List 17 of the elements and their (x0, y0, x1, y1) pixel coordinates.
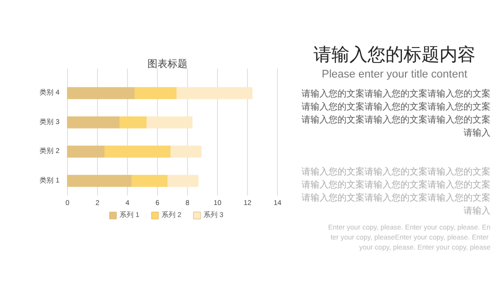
text: Please enter your title content (322, 68, 468, 80)
bar (120, 116, 148, 128)
bar (176, 87, 252, 100)
bar (67, 146, 106, 158)
bar (67, 174, 132, 187)
chart-title: 图表标题 (148, 58, 188, 70)
bar (67, 87, 136, 100)
bar (170, 146, 202, 158)
bar (146, 116, 192, 128)
bar (134, 87, 178, 100)
bar (168, 174, 198, 187)
bar (67, 116, 120, 128)
bar (104, 146, 172, 158)
text: 请输入您的文案请输入您的文案请输入您的文案请输入您的文案请输入您的文案请输入您的文案请输入您的文案请输入您的文案请输入您的文案请输入 (302, 166, 490, 216)
text: 请输入您的标题内容 (314, 44, 476, 64)
bar (132, 174, 168, 187)
text: 请输入您的文案请输入您的文案请输入您的文案请输入您的文案请输入您的文案请输入您的文案请输入您的文案请输入您的文案请输入您的文案请输入 (302, 88, 490, 138)
